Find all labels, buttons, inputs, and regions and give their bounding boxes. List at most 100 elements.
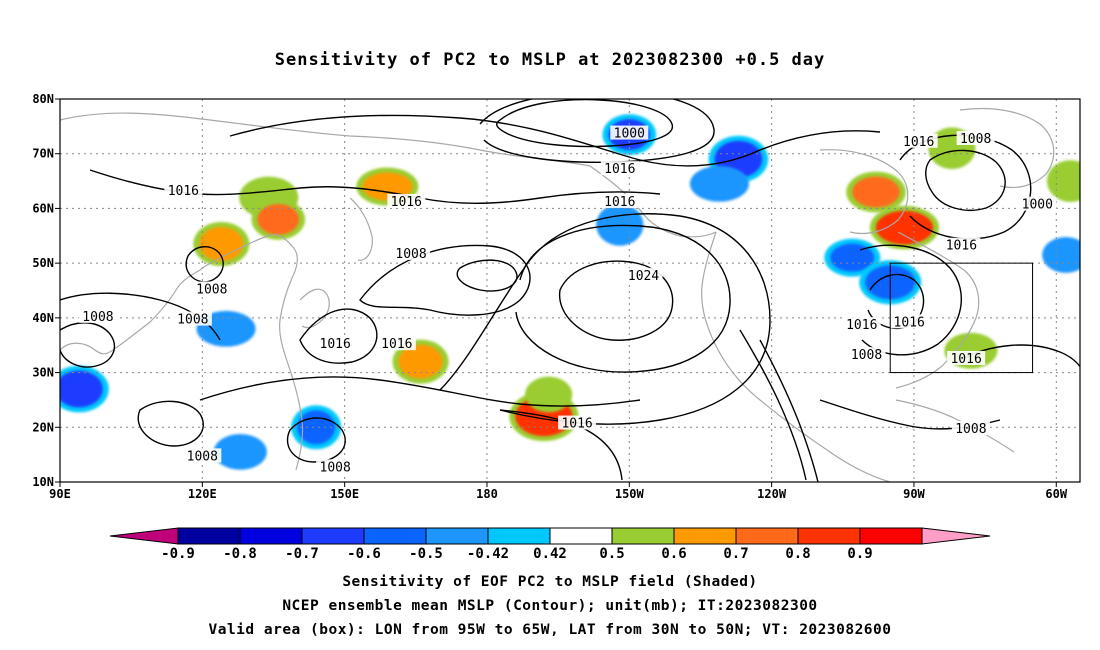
contour-label: 1016: [164, 183, 203, 199]
sensitivity-blob-core: [875, 210, 934, 245]
contour-1016-south: [499, 409, 623, 481]
contour-label-text: 1016: [604, 195, 635, 210]
contour-label: 1008: [956, 131, 995, 147]
coastline-japan: [299, 288, 330, 329]
colorbar-tick-label: -0.6: [347, 546, 381, 562]
contour-labels: 1000 1016 1016 1016 1016 1016 1008 1000 1016 1008…: [78, 125, 1057, 475]
caption-line-3: Valid area (box): LON from 95W to 65W, L…: [208, 622, 892, 638]
colorbar-segment: [549, 527, 613, 545]
contour-label-text: 1000: [614, 127, 645, 142]
contour-1008-tropical-a: [137, 400, 204, 447]
contour-1000-atlantic: [925, 149, 1006, 211]
colorbar-segment: [301, 527, 365, 545]
colorbar-tick-label: -0.8: [223, 546, 257, 562]
contour-label-bg: [392, 245, 431, 260]
contour-label-text: 1008: [955, 422, 986, 437]
sensitivity-blob-core: [202, 315, 250, 342]
contour-label-bg: [558, 415, 597, 430]
contour-label-text: 1016: [846, 318, 877, 333]
sensitivity-blob: [1046, 160, 1080, 202]
sensitivity-blob-core: [398, 344, 443, 379]
contour-label: 1008: [192, 281, 231, 298]
coastline-caribbean: [895, 399, 1015, 453]
lon-tick-label: 120E: [188, 487, 217, 501]
longitude-labels: 90E 120E 150E 180 150W 120W 90W 60W: [49, 482, 1068, 501]
contour-label: 1016: [377, 336, 416, 352]
contour-label-text: 1016: [168, 184, 199, 199]
colorbar-segment: [859, 527, 923, 545]
contour-1000-north: [496, 99, 673, 148]
contour-label: 1016: [890, 314, 929, 330]
contour-1016-arc: [229, 114, 881, 167]
lon-tick-label: 60W: [1045, 487, 1067, 501]
coastline-alaska: [589, 165, 717, 238]
sensitivity-blob: [213, 434, 267, 470]
contour-1024-high: [559, 260, 674, 341]
sensitivity-blob: [193, 221, 250, 266]
contour-label-bg: [842, 317, 881, 332]
contour-label-text: 1016: [950, 352, 981, 367]
coastline-north-america-west: [701, 231, 891, 482]
colorbar-segment: [363, 527, 427, 545]
colorbar-segment: [487, 527, 551, 545]
contour-label-text: 1008: [320, 460, 351, 475]
coastline-north-america-east: [895, 231, 980, 389]
contour-1008-westmost: [60, 322, 115, 368]
colorbar-segment: [673, 527, 737, 545]
contour-label: 1008: [847, 347, 886, 363]
sensitivity-blob: [251, 198, 306, 240]
sensitivity-blob-core: [60, 370, 103, 408]
colorbar-segment: [611, 527, 675, 545]
contour-label-bg: [164, 183, 203, 198]
contour-1008-small-west: [185, 246, 224, 283]
sensitivity-blob: [869, 205, 940, 250]
contour-label: 1016: [558, 415, 597, 432]
contour-label-text: 1008: [177, 313, 208, 328]
contour-label-text: 1016: [604, 162, 635, 177]
caption-line-1: Sensitivity of EOF PC2 to MSLP field (Sh…: [342, 574, 758, 590]
colorbar-max-triangle: [921, 527, 991, 545]
sensitivity-blob-core: [257, 203, 300, 235]
contour-1008-tropical-b: [286, 417, 346, 463]
contour-label: 1024: [624, 267, 663, 284]
contour-1008-rockies-2: [759, 339, 819, 482]
lon-tick-label: 90E: [49, 487, 71, 501]
contour-label-bg: [899, 133, 938, 148]
lat-lon-gridlines: [60, 99, 1080, 482]
chart-title: Sensitivity of PC2 to MSLP at 2023082300…: [274, 50, 826, 70]
colorbar-segment: [239, 527, 303, 545]
contour-label: 1008: [183, 448, 222, 464]
contour-1016-east: [859, 244, 963, 356]
contour-label-bg: [610, 125, 649, 140]
contour-label: 1016: [899, 133, 938, 150]
contour-1016-high-outer: [439, 213, 771, 425]
coastline-siberia: [60, 112, 591, 167]
contour-1008-atlantic: [899, 134, 1032, 240]
contour-1016-midpac: [299, 308, 378, 364]
contour-label: 1016: [316, 336, 355, 352]
contour-1016-arc-south: [199, 376, 641, 407]
contour-label: 1016: [842, 317, 881, 333]
contour-label-text: 1016: [391, 195, 422, 210]
colorbar-min-triangle: [109, 527, 179, 545]
coastline-east-asia: [60, 234, 304, 471]
contour-label-bg: [947, 350, 986, 365]
sensitivity-blob: [525, 376, 573, 413]
lat-tick-label: 80N: [32, 92, 54, 106]
colorbar-tick-label: 0.5: [599, 546, 624, 562]
lon-tick-label: 180: [476, 487, 498, 501]
colorbar-segment: [177, 527, 241, 545]
lat-tick-label: 10N: [32, 475, 54, 489]
contour-label-text: 1016: [894, 315, 925, 330]
contour-label-text: 1016: [903, 135, 934, 150]
contour-label-text: 1008: [187, 449, 218, 464]
contour-1008-rockies: [739, 329, 807, 481]
contour-label-bg: [316, 459, 355, 474]
sensitivity-blob: [846, 171, 906, 213]
sensitivity-blob: [291, 405, 342, 450]
colorbar-tick-label: 0.8: [785, 546, 810, 562]
contour-label: 1008: [316, 459, 355, 475]
contour-label-text: 1016: [946, 239, 977, 254]
contour-label-text: 1008: [82, 310, 113, 325]
